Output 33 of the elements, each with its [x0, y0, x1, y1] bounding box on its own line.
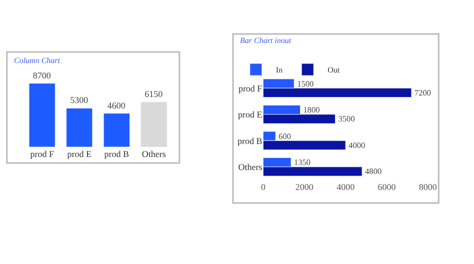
y-tick-label: prod F [238, 83, 262, 94]
data-label: 7200 [414, 88, 431, 98]
chart-title: Bar Chart inout [240, 36, 292, 45]
legend-label: Out [328, 66, 340, 75]
bar [66, 108, 93, 147]
y-tick-label: Others [238, 162, 263, 172]
data-label: 1800 [303, 106, 320, 115]
data-label: 6150 [144, 89, 164, 100]
x-tick-label: Others [142, 149, 166, 159]
data-label: 600 [278, 132, 291, 141]
legend-label: In [276, 66, 283, 75]
x-tick-label: 4000 [336, 182, 356, 192]
data-label: 4600 [107, 100, 126, 110]
x-tick-label: 2000 [295, 182, 314, 192]
bar [103, 113, 130, 147]
chart-title: Column Chart [14, 56, 61, 65]
x-tick-label: prod F [30, 149, 54, 159]
data-label: 4800 [365, 167, 382, 176]
bar [140, 102, 168, 147]
data-label: 1350 [294, 158, 311, 168]
y-tick-label: prod B [237, 136, 262, 146]
bar [28, 83, 56, 147]
data-label: 1500 [297, 79, 314, 88]
x-tick-label: prod E [67, 149, 92, 159]
x-tick-label: 6000 [378, 182, 396, 192]
x-tick-label: 8000 [418, 182, 438, 192]
x-tick-label: 0 [260, 182, 266, 192]
data-label: 8700 [32, 70, 52, 80]
data-label: 4000 [348, 140, 366, 150]
data-label: 5300 [70, 95, 89, 106]
x-tick-label: prod B [104, 149, 130, 159]
data-label: 3500 [338, 114, 355, 124]
y-tick-label: prod E [238, 110, 263, 120]
